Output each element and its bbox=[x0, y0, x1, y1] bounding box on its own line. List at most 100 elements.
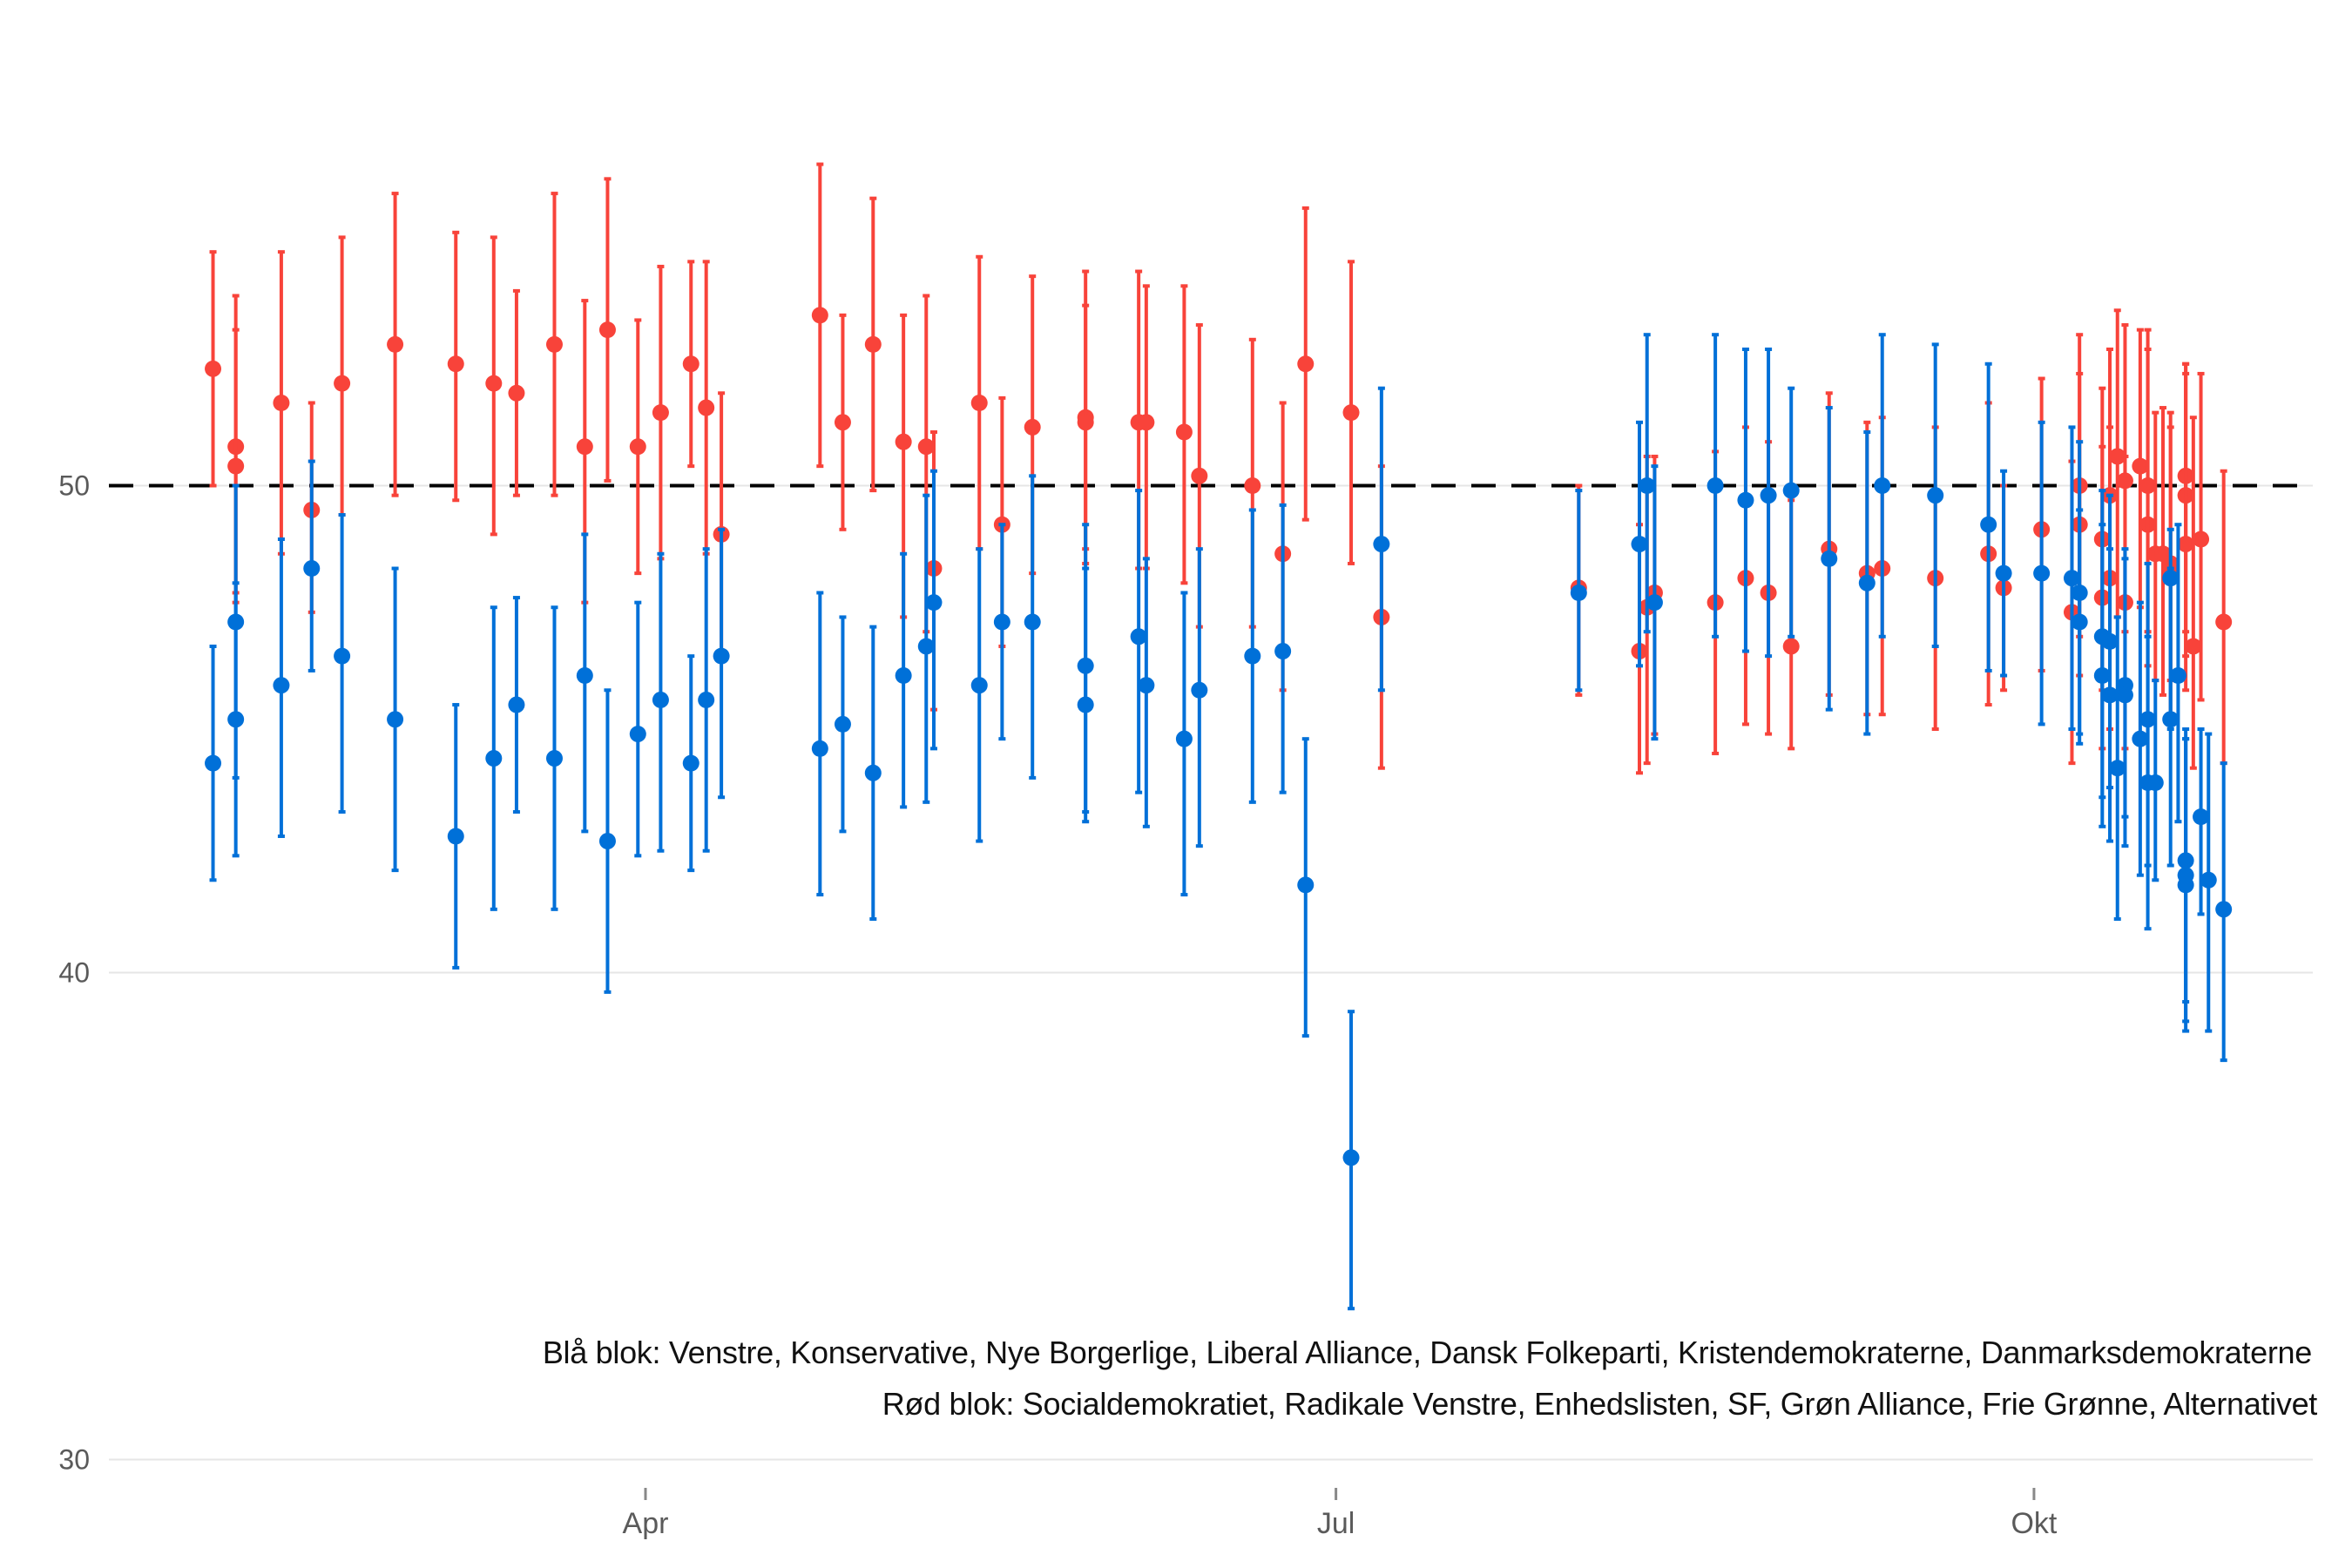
poll-point bbox=[1244, 508, 1261, 804]
data-point bbox=[2193, 531, 2210, 548]
data-point bbox=[811, 307, 828, 324]
gridlines bbox=[109, 484, 2313, 1461]
poll-point bbox=[508, 288, 525, 497]
data-point bbox=[387, 711, 404, 728]
poll-point bbox=[205, 250, 222, 488]
y-tick-label: 30 bbox=[58, 1444, 90, 1476]
data-point bbox=[576, 667, 593, 685]
poll-point bbox=[447, 230, 464, 503]
data-point bbox=[1782, 482, 1800, 499]
data-point bbox=[895, 667, 912, 685]
data-point bbox=[1782, 638, 1800, 655]
poll-point bbox=[834, 615, 851, 834]
poll-point bbox=[2093, 523, 2111, 828]
data-point bbox=[1707, 477, 1724, 494]
data-point bbox=[834, 414, 851, 431]
poll-point bbox=[2215, 761, 2233, 1063]
poll-point bbox=[334, 235, 351, 517]
poll-point bbox=[1995, 469, 2012, 678]
poll-point bbox=[387, 566, 404, 873]
data-point bbox=[1858, 574, 1876, 591]
data-point bbox=[2146, 774, 2164, 791]
poll-point bbox=[334, 513, 351, 814]
data-point bbox=[1927, 487, 1944, 504]
poll-point bbox=[2185, 416, 2202, 770]
data-point bbox=[2063, 570, 2080, 587]
poll-point bbox=[485, 235, 503, 537]
poll-point bbox=[485, 605, 503, 911]
poll-point bbox=[1297, 206, 1315, 522]
poll-point bbox=[576, 532, 593, 834]
poll-point bbox=[1175, 284, 1193, 585]
data-point bbox=[1646, 594, 1663, 612]
data-point bbox=[1639, 477, 1656, 494]
poll-point bbox=[1191, 547, 1208, 848]
data-point bbox=[993, 613, 1010, 631]
y-axis: 30 40 50 bbox=[58, 470, 90, 1476]
poll-point bbox=[598, 177, 616, 483]
data-point bbox=[1821, 550, 1838, 567]
data-point bbox=[1024, 418, 1041, 436]
data-point bbox=[2132, 457, 2149, 475]
poll-point bbox=[447, 703, 464, 970]
data-point bbox=[1297, 355, 1315, 373]
poll-point bbox=[545, 605, 563, 911]
data-point bbox=[2139, 477, 2157, 494]
data-point bbox=[698, 691, 715, 708]
legend-blue-bloc: Blå blok: Venstre, Konservative, Nye Bor… bbox=[542, 1335, 2312, 1370]
poll-point bbox=[2169, 523, 2186, 824]
data-point bbox=[545, 750, 563, 767]
poll-point bbox=[2116, 547, 2133, 848]
data-point bbox=[2109, 448, 2126, 465]
data-point bbox=[227, 457, 245, 475]
series-red-bloc bbox=[205, 162, 2233, 775]
data-point bbox=[2215, 613, 2233, 631]
poll-point bbox=[1874, 333, 1891, 639]
data-point bbox=[1342, 404, 1360, 422]
poll-point bbox=[1858, 430, 1876, 736]
data-point bbox=[2109, 760, 2126, 777]
data-point bbox=[1760, 487, 1777, 504]
data-point bbox=[1995, 564, 2012, 582]
poll-point bbox=[2200, 732, 2217, 1033]
data-point bbox=[2093, 667, 2111, 685]
data-point bbox=[2169, 667, 2186, 685]
legend-red-bloc: Rød blok: Socialdemokratiet, Radikale Ve… bbox=[882, 1386, 2318, 1422]
poll-point bbox=[917, 493, 935, 804]
data-point bbox=[1737, 491, 1754, 509]
poll-point bbox=[1782, 386, 1800, 639]
poll-point bbox=[1373, 386, 1390, 693]
data-point bbox=[1570, 584, 1587, 601]
poll-point bbox=[1024, 474, 1041, 780]
data-point bbox=[2071, 613, 2088, 631]
x-axis: Apr Jul Okt bbox=[623, 1488, 2058, 1540]
data-point bbox=[598, 321, 616, 339]
poll-point bbox=[970, 254, 988, 551]
data-point bbox=[447, 355, 464, 373]
poll-point bbox=[227, 581, 245, 858]
data-point bbox=[2101, 632, 2119, 650]
data-point bbox=[2116, 686, 2133, 704]
data-point bbox=[1191, 467, 1208, 484]
poll-point bbox=[2146, 679, 2164, 882]
data-point bbox=[834, 715, 851, 733]
data-point bbox=[925, 594, 943, 612]
data-point bbox=[485, 375, 503, 392]
poll-point bbox=[2177, 371, 2194, 693]
data-point bbox=[273, 394, 290, 411]
poll-point bbox=[1274, 503, 1292, 794]
data-point bbox=[1077, 696, 1094, 713]
data-point bbox=[205, 360, 222, 377]
poll-point bbox=[629, 318, 646, 576]
poll-point bbox=[2033, 420, 2051, 727]
data-point bbox=[2177, 536, 2194, 553]
poll-point bbox=[698, 260, 715, 556]
x-tick-label: Apr bbox=[623, 1507, 669, 1540]
data-point bbox=[447, 828, 464, 845]
data-point bbox=[303, 560, 321, 578]
poll-point bbox=[205, 644, 222, 882]
poll-point bbox=[682, 654, 700, 873]
poll-point bbox=[1927, 342, 1944, 648]
data-point bbox=[2132, 730, 2149, 747]
